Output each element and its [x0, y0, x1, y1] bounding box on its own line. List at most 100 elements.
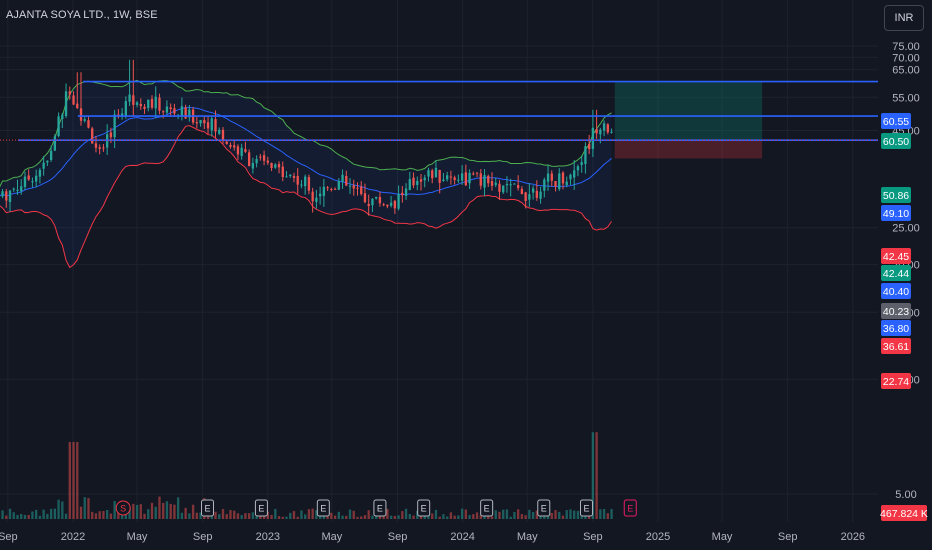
band-upper-line	[0, 79, 612, 188]
volume-bar	[247, 513, 251, 519]
candle-body	[292, 176, 296, 179]
candle-body	[233, 145, 236, 148]
volume-bar	[300, 510, 303, 519]
x-tick-label: 2023	[256, 531, 280, 543]
volume-bar	[606, 513, 609, 519]
volume-bar	[569, 509, 572, 519]
candle-body	[591, 127, 595, 149]
candle-body	[416, 180, 419, 186]
candle-body	[543, 179, 546, 191]
candle-body	[378, 197, 382, 204]
candle-body	[147, 99, 150, 108]
volume-bar	[79, 506, 83, 519]
candle-body	[513, 183, 516, 185]
volume-bar	[464, 509, 468, 519]
volume-bar	[240, 515, 243, 519]
volume-bar	[602, 509, 606, 519]
volume-bar	[505, 509, 509, 519]
volume-bar	[595, 432, 598, 519]
price-badge-label: 60.55	[883, 116, 909, 128]
volume-bar	[502, 509, 505, 519]
candle-body	[580, 162, 583, 165]
volume-bar	[434, 509, 438, 519]
x-tick-label: Sep	[778, 531, 798, 543]
volume-bar	[584, 514, 587, 519]
candle-body	[68, 91, 71, 95]
candle-body	[203, 120, 206, 124]
volume-bar	[389, 515, 393, 519]
volume-bar	[38, 515, 42, 519]
volume-bar	[5, 515, 8, 519]
volume-bar	[371, 515, 374, 519]
split-event-icon	[115, 500, 131, 516]
horizontal-lines[interactable]	[0, 80, 878, 141]
volume-bar	[610, 509, 613, 519]
candle-body	[53, 136, 57, 151]
candle-body	[610, 131, 613, 133]
volume-bar	[132, 503, 135, 519]
time-axis[interactable]: Sep 2022 May Sep 2023 May Sep 2024 May Sep 2025 May…	[0, 531, 865, 543]
candle-body	[569, 174, 572, 180]
volume-bar	[573, 510, 576, 519]
volume-bar	[431, 513, 434, 519]
volume-bar	[345, 515, 348, 519]
volume-bar	[360, 516, 363, 519]
candle-body	[20, 186, 23, 192]
candle-body	[8, 190, 12, 202]
candle-body	[240, 147, 243, 156]
volume-bar	[468, 515, 471, 519]
stop-zone	[614, 140, 763, 159]
volume-bar	[128, 507, 131, 519]
candle-body	[162, 111, 165, 113]
event-label: E	[204, 504, 210, 514]
volume-bar	[296, 516, 299, 519]
event-label: E	[421, 504, 427, 514]
volume-bar	[558, 511, 561, 519]
volume-bar	[72, 442, 75, 519]
chart-title: AJANTA SOYA LTD., 1W, BSE	[6, 9, 158, 21]
volume-bar	[591, 432, 595, 519]
price-badge-label: 60.50	[883, 136, 909, 148]
volume-bar	[367, 510, 370, 519]
position-zones[interactable]	[614, 81, 763, 159]
volume-bar	[169, 503, 172, 519]
candle-body	[584, 146, 587, 164]
volume-bar	[311, 508, 314, 519]
candle-body	[341, 174, 344, 182]
candle-body	[371, 198, 374, 206]
price-badge-label: 36.61	[883, 341, 909, 353]
x-tick-label: Sep	[0, 531, 18, 543]
volume-bar	[61, 501, 64, 519]
candle-body	[210, 118, 213, 131]
candle-body	[460, 173, 464, 181]
volume-bar	[188, 513, 191, 519]
candle-body	[266, 160, 269, 163]
price-badge	[881, 283, 911, 299]
event-label: E	[258, 504, 264, 514]
candle-body	[539, 191, 542, 199]
earnings-event-icon	[373, 499, 387, 517]
volume-bar	[337, 511, 340, 519]
candle-body	[546, 173, 550, 182]
candle-body	[218, 129, 221, 134]
volume-bar	[87, 498, 90, 519]
candle-body	[408, 179, 411, 190]
candle-body	[87, 120, 90, 128]
volume-bar	[401, 511, 404, 519]
candle-body	[558, 173, 561, 190]
candle-body	[173, 108, 176, 114]
volume-bar	[356, 516, 359, 519]
price-badge	[881, 113, 911, 129]
price-badge	[881, 133, 911, 149]
x-tick-label: 2024	[450, 531, 474, 543]
volume-bar	[143, 513, 146, 519]
chart-grid	[0, 0, 878, 522]
volume-bar	[524, 515, 527, 519]
volume-bar	[16, 514, 19, 519]
volume-bars	[1, 432, 613, 519]
earnings-event-icon	[417, 499, 431, 517]
currency-selector[interactable]: INR	[884, 5, 924, 31]
candle-body	[195, 122, 198, 124]
